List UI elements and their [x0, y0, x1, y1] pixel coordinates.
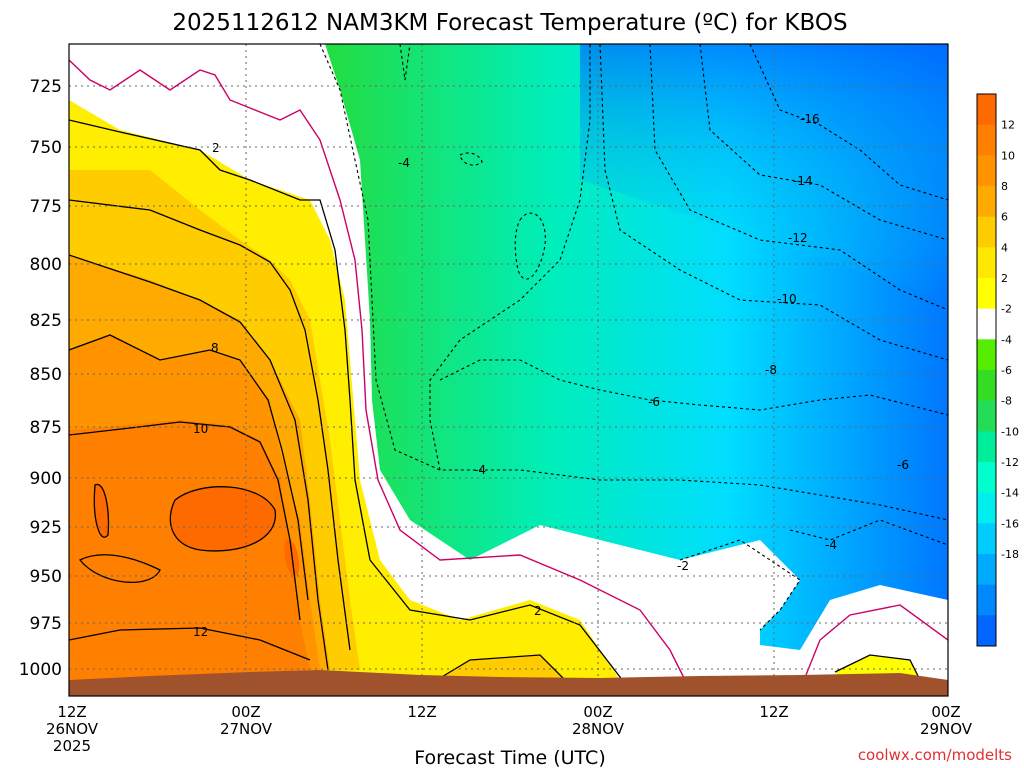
y-tick-label: 850 — [30, 365, 62, 385]
colorbar-label: -8 — [1001, 395, 1012, 408]
chart-title: 2025112612 NAM3KM Forecast Temperature (… — [172, 10, 847, 36]
freezing-contours — [69, 59, 948, 691]
colorbar-label: -16 — [1001, 517, 1019, 530]
colorbar-label: -6 — [1001, 364, 1012, 377]
gridlines — [69, 44, 948, 696]
x-tick-label: 00Z — [231, 703, 260, 721]
colorbar-swatch — [977, 554, 996, 586]
x-tick-label: 00Z — [931, 703, 960, 721]
contour-label-10: 10 — [193, 422, 208, 436]
colorbar-label: -2 — [1001, 303, 1012, 316]
colorbar-label: 2 — [1001, 272, 1008, 285]
x-axis-labels: 12Z 26NOV 2025 00Z 27NOV 12Z 00Z 28NOV 1… — [46, 703, 973, 755]
warm-region-10 — [69, 420, 310, 680]
contour-label-minus8: -8 — [765, 363, 777, 377]
contour-label-12: 12 — [193, 625, 208, 639]
x-tick-date: 26NOV — [46, 720, 99, 738]
colorbar-label: 4 — [1001, 241, 1008, 254]
colorbar-swatch — [977, 431, 996, 463]
warm-core-a — [170, 486, 276, 551]
y-tick-label: 875 — [30, 418, 62, 438]
contour-label-minus4-b: -4 — [474, 463, 486, 477]
colorbar-label: 6 — [1001, 211, 1008, 224]
x-tick-label: 00Z — [583, 703, 612, 721]
y-tick-label: 900 — [30, 469, 62, 489]
contour-label-minus10: -10 — [777, 292, 797, 306]
contour-label-minus6-b: -6 — [897, 458, 909, 472]
colorbar-label: 8 — [1001, 180, 1008, 193]
colorbar-label: -10 — [1001, 425, 1019, 438]
colorbar-swatch — [977, 370, 996, 402]
contour-label-minus14: -14 — [793, 174, 813, 188]
coldest-region — [580, 44, 948, 300]
colorbar-label: -4 — [1001, 333, 1012, 346]
colorbar-label: -12 — [1001, 456, 1019, 469]
contour-label-minus2: -2 — [677, 559, 689, 573]
colorbar-swatch — [977, 400, 996, 432]
colorbar-label: 10 — [1001, 149, 1015, 162]
y-tick-label: 750 — [30, 138, 62, 158]
colorbar-label: -18 — [1001, 548, 1019, 561]
x-tick-date: 27NOV — [220, 720, 273, 738]
contour-label-minus12: -12 — [788, 231, 808, 245]
terrain-surface — [69, 670, 948, 696]
colorbar: 12 10 8 6 4 2 -2 -4 -6 -8 -10 -12 -14 -16 -18 — [976, 93, 1019, 647]
colorbar-swatch — [977, 278, 996, 310]
colorbar-swatch — [977, 462, 996, 494]
colorbar-swatch — [977, 492, 996, 524]
colorbar-swatch — [977, 124, 996, 156]
colorbar-swatch — [977, 308, 996, 340]
colorbar-swatch — [977, 615, 996, 647]
warm-core-b — [94, 484, 109, 538]
x-tick-label: 12Z — [57, 703, 86, 721]
contour-label-2-upper: 2 — [212, 141, 220, 155]
x-tick-label: 12Z — [407, 703, 436, 721]
colorbar-swatch — [977, 584, 996, 616]
x-tick-label: 12Z — [759, 703, 788, 721]
y-tick-label: 825 — [30, 311, 62, 331]
x-tick-date: 29NOV — [920, 720, 973, 738]
y-tick-label: 800 — [30, 255, 62, 275]
y-tick-label: 1000 — [19, 660, 62, 680]
x-tick-year: 2025 — [53, 737, 91, 755]
x-tick-date: 28NOV — [572, 720, 625, 738]
y-tick-label: 975 — [30, 614, 62, 634]
contour-labels: 2 8 10 12 2 -2 -4 -4 -4 -6 -6 -8 -10 -12… — [193, 112, 909, 639]
warm-contours — [69, 119, 921, 691]
y-tick-label: 775 — [30, 197, 62, 217]
contour-label-minus16: -16 — [800, 112, 820, 126]
contour-label-8: 8 — [211, 341, 219, 355]
colorbar-swatch — [977, 523, 996, 555]
colorbar-swatch — [977, 247, 996, 279]
colorbar-label: 12 — [1001, 119, 1015, 132]
colorbar-frame — [976, 93, 997, 647]
plot-frame — [68, 43, 949, 697]
y-tick-label: 950 — [30, 567, 62, 587]
colorbar-swatch — [977, 216, 996, 248]
y-axis-labels: 725 750 775 800 825 850 875 900 925 950 … — [19, 77, 62, 680]
site-credit: coolwx.com/modelts — [858, 746, 1012, 764]
colorbar-swatch — [977, 155, 996, 187]
y-tick-label: 925 — [30, 518, 62, 538]
contour-label-2-lower: 2 — [534, 604, 542, 618]
temperature-field — [69, 44, 948, 696]
colorbar-swatch — [977, 94, 996, 126]
y-tick-label: 725 — [30, 77, 62, 97]
contour-label-minus6-a: -6 — [648, 395, 660, 409]
colorbar-swatch — [977, 339, 996, 371]
colorbar-swatch — [977, 186, 996, 218]
x-axis-title: Forecast Time (UTC) — [414, 747, 605, 768]
colorbar-label: -14 — [1001, 487, 1019, 500]
contour-label-minus4-a: -4 — [398, 156, 410, 170]
contour-label-minus4-c: -4 — [825, 538, 837, 552]
